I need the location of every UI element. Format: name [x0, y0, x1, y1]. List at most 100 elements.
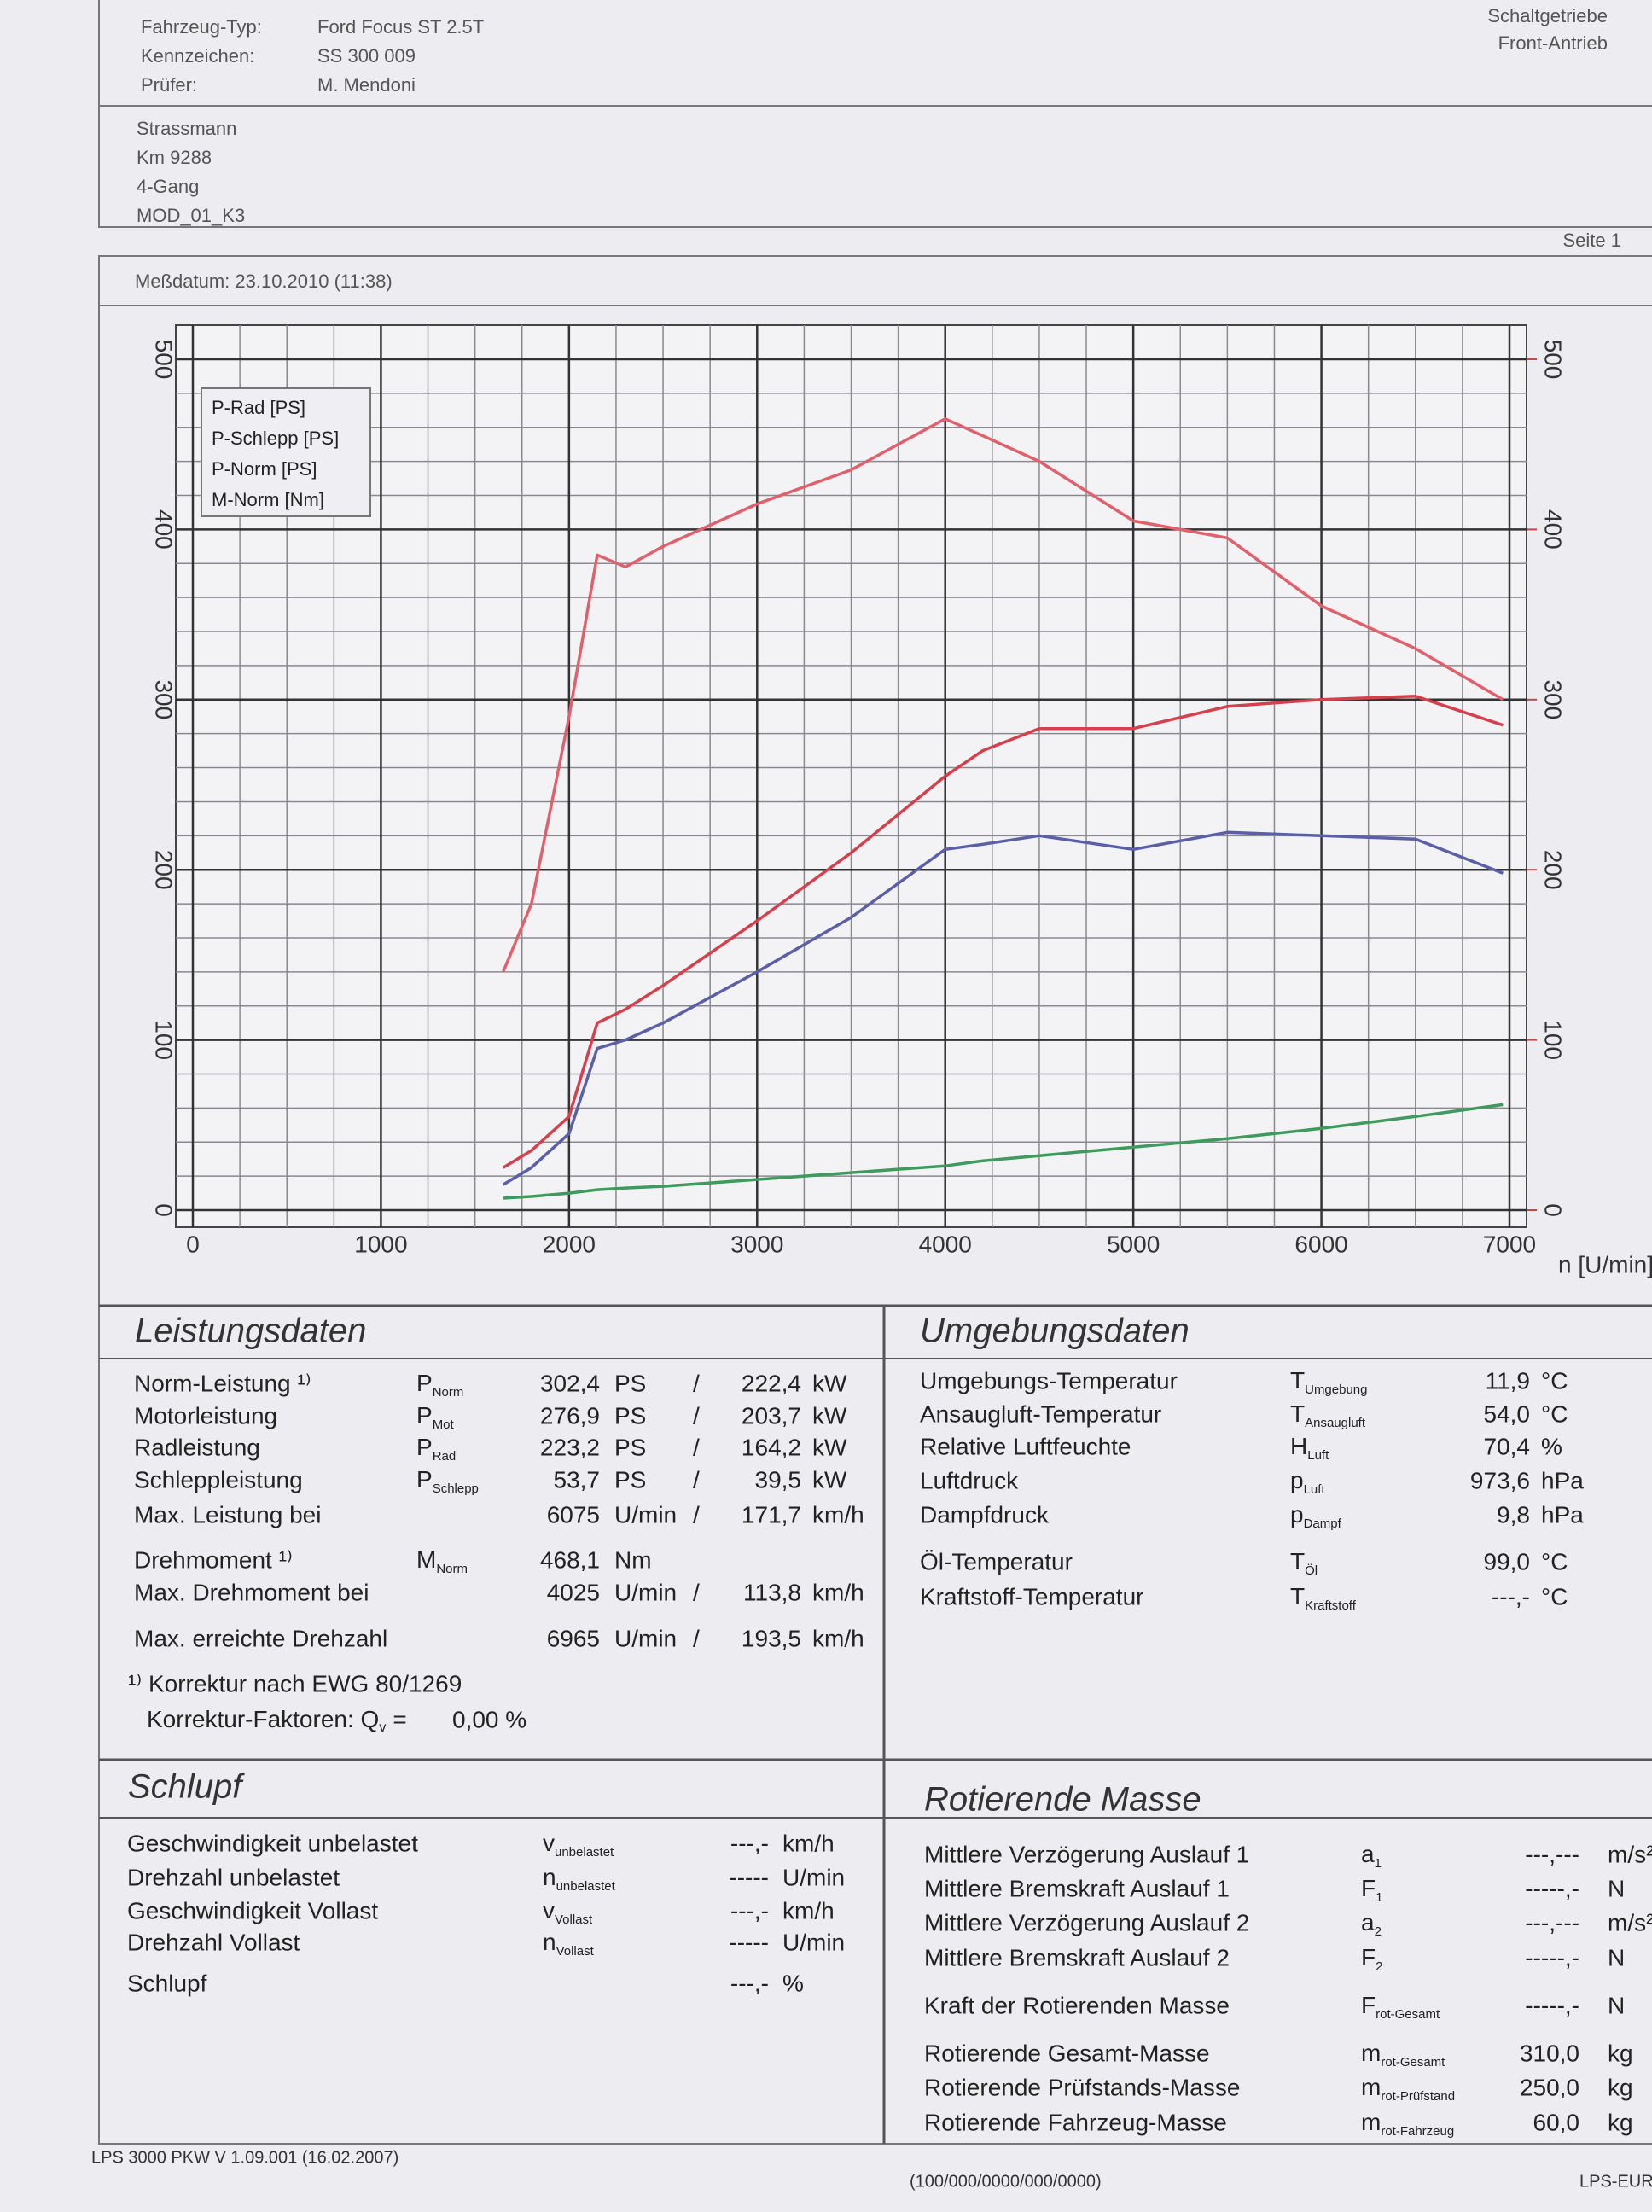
row-unit: Nm	[614, 1546, 652, 1573]
symbol-letter: a	[1361, 1909, 1375, 1936]
row-value: 99,0	[1484, 1548, 1531, 1575]
row-value: 223,2	[540, 1434, 600, 1460]
row-value: 468,1	[540, 1546, 600, 1573]
row-label: Schleppleistung	[134, 1466, 303, 1493]
row-separator: /	[693, 1466, 700, 1493]
row-value-2: 222,4	[742, 1370, 801, 1396]
row-unit: °C	[1541, 1583, 1568, 1610]
symbol-letter: P	[416, 1434, 433, 1460]
symbol: TKraftstoff	[1290, 1583, 1357, 1613]
symbol-letter: F	[1361, 1875, 1376, 1901]
row-value: ---,-	[730, 1830, 769, 1856]
row-value: 973,6	[1470, 1467, 1530, 1493]
row-unit: N	[1608, 1944, 1625, 1970]
series-line	[502, 695, 1504, 1169]
row-label: Geschwindigkeit unbelastet	[127, 1830, 418, 1856]
symbol-letter: n	[543, 1864, 556, 1890]
symbol-subscript: Ansaugluft	[1305, 1416, 1366, 1430]
symbol-letter: T	[1290, 1367, 1305, 1394]
row-unit-2: kW	[812, 1370, 847, 1396]
row-value: -----,-	[1525, 1944, 1579, 1970]
x-tick-label: 4000	[919, 1231, 972, 1257]
section-title: Schlupf	[128, 1768, 245, 1806]
row-unit: N	[1608, 1875, 1625, 1901]
x-tick-label: 0	[186, 1231, 200, 1257]
x-tick-label: 7000	[1483, 1231, 1536, 1257]
row-unit: kg	[1608, 2040, 1633, 2066]
legend-box	[201, 387, 371, 517]
header-label: Prüfer:	[141, 74, 197, 96]
symbol-letter: n	[543, 1929, 556, 1955]
symbol: a2	[1361, 1909, 1382, 1939]
page-number: Seite 1	[1563, 230, 1622, 251]
footer-version: LPS 3000 PKW V 1.09.001 (16.02.2007)	[91, 2148, 398, 2167]
row-unit: PS	[614, 1370, 646, 1396]
section-title: Rotierende Masse	[924, 1781, 1201, 1819]
symbol-letter: P	[416, 1466, 433, 1493]
row-label: Rotierende Fahrzeug-Masse	[924, 2109, 1227, 2135]
symbol: mrot-Fahrzeug	[1361, 2109, 1454, 2139]
row-unit: %	[782, 1970, 804, 1996]
row-label: Schlupf	[127, 1970, 207, 1996]
row-unit: kg	[1608, 2074, 1633, 2100]
symbol: MNorm	[416, 1546, 468, 1576]
series-line	[502, 830, 1504, 1186]
symbol-subscript: unbelastet	[555, 1845, 614, 1860]
symbol-subscript: 1	[1376, 1890, 1382, 1905]
row-unit: °C	[1541, 1400, 1568, 1427]
y2-tick-label: 100	[1540, 1020, 1567, 1060]
symbol-letter: m	[1361, 2040, 1381, 2066]
legend-entry: P-Rad [PS]	[212, 397, 305, 418]
row-value: 4025	[547, 1579, 600, 1605]
symbol-letter: F	[1361, 1992, 1376, 2018]
symbol: mrot-Gesamt	[1361, 2040, 1446, 2069]
run-note: 4-Gang	[137, 176, 199, 197]
row-unit: m/s²	[1608, 1841, 1652, 1867]
y2-tick-label: 200	[1540, 850, 1567, 890]
row-value: 276,9	[540, 1402, 600, 1429]
symbol-letter: P	[416, 1370, 433, 1396]
body-frame	[98, 255, 1652, 2145]
row-value: -----	[729, 1929, 769, 1955]
row-value-2: 164,2	[742, 1434, 801, 1460]
symbol-subscript: 2	[1375, 1924, 1382, 1939]
x-tick-label: 3000	[730, 1231, 783, 1257]
row-label: Kraftstoff-Temperatur	[920, 1583, 1143, 1610]
note-text: Korrektur-Faktoren: Q	[147, 1706, 379, 1732]
symbol-subscript: Schlepp	[433, 1481, 479, 1496]
row-value-2: 193,5	[742, 1625, 801, 1651]
notes-frame	[98, 105, 1652, 228]
row-unit: hPa	[1541, 1501, 1584, 1528]
symbol-letter: v	[543, 1897, 555, 1924]
symbol-letter: m	[1361, 2109, 1381, 2135]
symbol-subscript: Norm	[433, 1385, 464, 1400]
row-value: ---,-	[730, 1897, 769, 1924]
symbol-subscript: Öl	[1305, 1563, 1318, 1578]
footer-code: (100/000/0000/000/0000)	[910, 2172, 1102, 2191]
row-unit-2: km/h	[812, 1625, 864, 1651]
symbol: vVollast	[543, 1897, 593, 1927]
row-unit: PS	[614, 1402, 646, 1429]
symbol-subscript: Vollast	[556, 1944, 595, 1959]
row-label: Radleistung	[134, 1434, 260, 1460]
row-label: Mittlere Verzögerung Auslauf 2	[924, 1909, 1249, 1936]
symbol-letter: T	[1290, 1400, 1305, 1427]
row-unit: PS	[614, 1434, 646, 1460]
row-value: 302,4	[540, 1370, 600, 1396]
row-label: Öl-Temperatur	[920, 1548, 1073, 1575]
symbol: TAnsaugluft	[1290, 1400, 1366, 1430]
symbol: PMot	[416, 1402, 455, 1432]
note-eq: =	[393, 1706, 406, 1732]
symbol-subscript: Norm	[436, 1562, 468, 1576]
symbol-letter: P	[416, 1402, 433, 1429]
row-label: Rotierende Prüfstands-Masse	[924, 2074, 1240, 2100]
symbol: TÖl	[1290, 1548, 1318, 1578]
symbol: PSchlepp	[416, 1466, 479, 1496]
row-unit: PS	[614, 1466, 646, 1493]
x-axis-label: n [U/min]	[1558, 1251, 1652, 1278]
header-label: Kennzeichen:	[141, 45, 254, 67]
row-label: Dampfdruck	[920, 1501, 1050, 1528]
y-tick-label: 100	[151, 1020, 177, 1060]
symbol: TUmgebung	[1290, 1367, 1368, 1397]
